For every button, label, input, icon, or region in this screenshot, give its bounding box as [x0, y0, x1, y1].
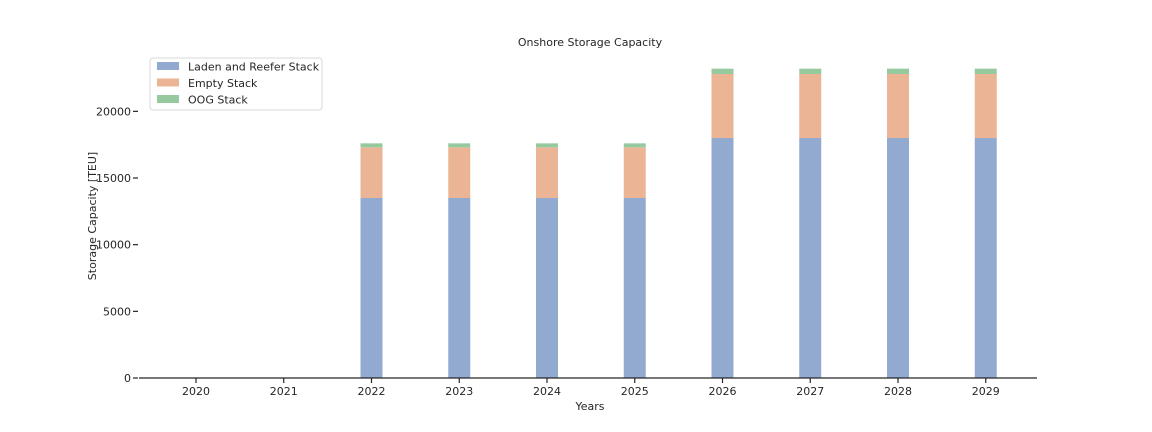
bar-2027-series-2	[799, 68, 822, 74]
y-tick-label: 5000	[103, 305, 131, 318]
bar-2029-series-1	[974, 74, 997, 138]
bar-2025-series-1	[623, 147, 646, 198]
bar-2027-series-0	[799, 138, 822, 378]
bar-2022-series-2	[360, 143, 383, 148]
x-axis: 2020 2021 2022 2023 2024 2025 2026 2027 2028 2029	[139, 377, 1037, 398]
legend-swatch	[157, 78, 179, 87]
y-axis-label: Storage Capacity [TEU]	[86, 152, 99, 280]
x-tick-label: 2021	[270, 385, 298, 398]
x-tick-label: 2025	[621, 385, 649, 398]
bar-2026-series-0	[711, 138, 734, 378]
legend-swatch	[157, 95, 179, 103]
bar-2023-series-2	[448, 143, 471, 148]
bar-2025-series-2	[623, 143, 646, 148]
legend: Laden and Reefer Stack Empty Stack OOG Sta…	[149, 57, 323, 111]
y-axis: 0 5000 10000 15000 20000	[96, 105, 138, 385]
bar-2025-series-0	[623, 198, 646, 378]
x-tick-label: 2028	[884, 385, 912, 398]
legend-box	[149, 57, 323, 111]
legend-label: Empty Stack	[188, 77, 258, 90]
bar-2023-series-1	[448, 147, 471, 198]
x-tick-label: 2027	[796, 385, 824, 398]
x-tick-label: 2023	[445, 385, 473, 398]
bar-2022-series-1	[360, 147, 383, 198]
legend-swatch	[157, 62, 179, 70]
bar-2026-series-1	[711, 74, 734, 138]
y-tick-label: 0	[124, 372, 131, 385]
bar-2024-series-0	[536, 198, 558, 378]
legend-label: OOG Stack	[188, 94, 248, 107]
bar-2024-series-2	[536, 143, 558, 148]
bar-2023-series-0	[448, 198, 471, 378]
bar-2026-series-2	[711, 68, 734, 74]
bar-2028-series-1	[887, 74, 909, 138]
bar-2022-series-0	[360, 198, 383, 378]
y-tick-label: 15000	[96, 172, 131, 185]
bar-2028-series-2	[887, 68, 909, 74]
chart-title: Onshore Storage Capacity	[518, 36, 663, 49]
bar-2029-series-0	[974, 138, 997, 378]
legend-label: Laden and Reefer Stack	[188, 61, 320, 74]
x-tick-label: 2026	[709, 385, 737, 398]
x-tick-label: 2024	[533, 385, 561, 398]
y-tick-label: 20000	[96, 105, 131, 118]
x-axis-label: Years	[574, 400, 604, 413]
x-tick-label: 2029	[972, 385, 1000, 398]
bar-2029-series-2	[974, 68, 997, 74]
y-tick-label: 10000	[96, 239, 131, 252]
bar-2028-series-0	[887, 138, 909, 378]
bar-2027-series-1	[799, 74, 822, 138]
x-tick-label: 2022	[358, 385, 386, 398]
x-tick-label: 2020	[182, 385, 210, 398]
bar-2024-series-1	[536, 147, 558, 198]
bars-layer	[360, 68, 997, 378]
